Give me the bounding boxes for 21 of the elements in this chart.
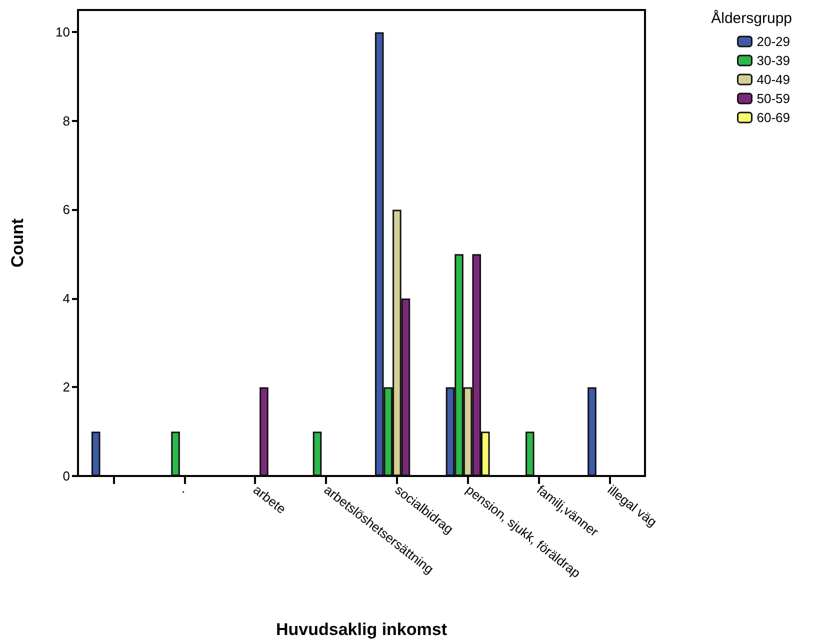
y-tick-label: 0 <box>62 468 70 484</box>
bar <box>171 432 180 476</box>
legend-label: 30-39 <box>756 53 790 68</box>
legend-label: 40-49 <box>756 72 790 87</box>
legend-label: 20-29 <box>756 34 790 49</box>
bar <box>526 432 534 476</box>
y-tick-label: 8 <box>62 113 70 128</box>
bar <box>260 387 268 476</box>
x-tick-label: . <box>180 482 192 496</box>
y-tick-label: 2 <box>62 380 70 395</box>
x-axis-title: Huvudsaklig inkomst <box>276 620 448 639</box>
bar <box>588 387 596 476</box>
y-tick-label: 10 <box>56 24 70 40</box>
legend-title: Åldersgrupp <box>711 9 792 27</box>
y-tick-label: 4 <box>62 290 70 306</box>
y-axis-title: Count <box>8 218 27 268</box>
bar <box>91 432 100 476</box>
y-tick-label: 6 <box>62 202 70 218</box>
bar <box>312 432 322 476</box>
legend-label: 60-69 <box>756 110 790 125</box>
legend-label: 50-59 <box>756 91 790 106</box>
